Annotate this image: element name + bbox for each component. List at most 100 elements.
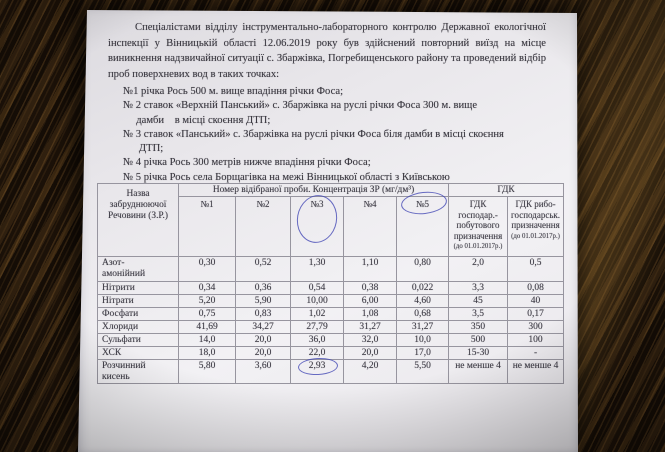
sample-value: 18,0 xyxy=(178,346,236,360)
gdk-value: 100 xyxy=(507,333,565,347)
gdk-fishery-note: (до 01.01.2017р.) xyxy=(511,232,560,240)
gdk-value: 350 xyxy=(448,320,509,334)
sample-value: 0,83 xyxy=(235,307,291,321)
sample-value: 0,36 xyxy=(235,281,291,295)
sample-col-header-2: №2 xyxy=(235,196,291,257)
gdk-value: 15-30 xyxy=(448,346,509,360)
sample-value: 10,0 xyxy=(395,333,450,347)
gdk-value: 0,08 xyxy=(507,281,565,295)
sampling-point-2: № 2 ставок «Верхній Панський» с. Збаржів… xyxy=(123,100,478,126)
sample-value: 2,93 xyxy=(290,356,344,384)
sample-value: 34,27 xyxy=(235,320,291,334)
sample-value: 0,75 xyxy=(178,307,236,321)
sample-value: 17,0 xyxy=(395,346,450,360)
gdk-value: не менше 4 xyxy=(448,359,509,384)
sample-value: 6,00 xyxy=(343,294,397,308)
table-row: Сульфати 14,0 20,0 36,0 32,0 10,0 500 10… xyxy=(97,333,565,347)
sample-col-label: №3 xyxy=(310,199,324,209)
gdk-value: 45 xyxy=(448,294,509,308)
sample-value: 1,30 xyxy=(290,256,344,282)
gdk-value: не менше 4 xyxy=(507,359,565,384)
table-row: Нітрити 0,34 0,36 0,54 0,38 0,022 3,3 0,… xyxy=(97,281,565,295)
substance-name: Сульфати xyxy=(97,333,179,347)
samples-span-header: Номер відібраної проби. Концентрація ЗР … xyxy=(177,183,450,197)
sample-value: 22,0 xyxy=(290,346,344,360)
sample-value: 0,022 xyxy=(395,281,450,295)
gdk-household-note: (до 01.01.2017р.) xyxy=(453,243,503,250)
substance-name: Хлориди xyxy=(97,320,179,334)
sample-value: 5,90 xyxy=(235,294,291,308)
gdk-value: 0,17 xyxy=(507,307,565,321)
gdk-value: 300 xyxy=(507,320,565,334)
gdk-value: 2,0 xyxy=(448,256,509,282)
sample-value: 20,0 xyxy=(235,333,291,347)
sample-value: 5,80 xyxy=(178,359,236,384)
sample-value: 27,79 xyxy=(290,320,344,334)
sample-col-header-1: №1 xyxy=(178,196,236,257)
sample-value: 10,00 xyxy=(290,294,344,308)
circled-sample-value: 2,93 xyxy=(308,361,326,371)
sample-value: 32,0 xyxy=(343,333,397,347)
table-row: Фосфати 0,75 0,83 1,02 1,08 0,68 3,5 0,1… xyxy=(97,307,565,321)
substance-column-header: Назва забруднюючої Речовини (З.Р.) xyxy=(97,183,179,257)
gdk-value: 0,5 xyxy=(507,256,565,282)
sampling-point-4: № 4 річка Рось 300 метрів нижче впадіння… xyxy=(123,157,371,169)
sampling-point-5: № 5 річка Рось села Борщагівка на межі В… xyxy=(123,171,450,183)
gdk-household-title: ГДК господар.-побутового призначення xyxy=(453,199,503,241)
sample-value: 41,69 xyxy=(178,320,236,334)
sampling-point-3: № 3 ставок «Панський» с. Збаржівка на ру… xyxy=(123,128,504,155)
sample-value: 4,60 xyxy=(395,294,450,308)
sample-value: 0,38 xyxy=(343,281,397,295)
sample-value: 5,50 xyxy=(395,359,450,384)
sample-value: 31,27 xyxy=(395,320,450,334)
intro-paragraph: Спеціалістами відділу інструментально-ла… xyxy=(108,22,546,80)
sample-value: 0,54 xyxy=(290,281,344,295)
water-quality-table: Назва забруднюючої Речовини (З.Р.) Номер… xyxy=(97,183,565,384)
sample-value: 0,30 xyxy=(178,256,236,282)
gdk-household-header: ГДК господар.-побутового призначення (до… xyxy=(448,196,509,257)
gdk-value: 40 xyxy=(507,294,565,308)
table-row: ХСК 18,0 20,0 22,0 20,0 17,0 15-30 - xyxy=(97,346,565,360)
sample-value: 0,52 xyxy=(235,256,291,282)
sample-value: 3,60 xyxy=(235,359,291,384)
sample-value: 31,27 xyxy=(343,320,397,334)
substance-name: Нітрати xyxy=(97,294,179,308)
sample-col-label: №4 xyxy=(363,199,377,209)
sample-value: 1,02 xyxy=(290,307,344,321)
gdk-fishery-title: ГДК рибо-господарськ. призначення xyxy=(511,199,561,230)
substance-name: Фосфати xyxy=(97,307,179,321)
table-row: Нітрати 5,20 5,90 10,00 6,00 4,60 45 40 xyxy=(97,294,565,308)
substance-name: Нітрити xyxy=(97,281,179,295)
sampling-point-1: №1 річка Рось 500 м. вище впадіння річки… xyxy=(123,86,344,97)
sample-value: 0,68 xyxy=(395,307,450,321)
substance-name: Розчинний кисень xyxy=(97,359,179,384)
sample-value: 14,0 xyxy=(178,333,236,347)
sample-col-label: №2 xyxy=(256,199,270,209)
sample-value: 20,0 xyxy=(235,346,291,360)
substance-name: ХСК xyxy=(97,346,179,360)
gdk-fishery-header: ГДК рибо-господарськ. призначення (до 01… xyxy=(507,196,565,257)
sample-col-label: №5 xyxy=(415,199,430,209)
sample-col-header-4: №4 xyxy=(343,196,397,257)
sampling-points-list: №1 річка Рось 500 м. вище впадіння річки… xyxy=(123,85,575,185)
sample-value: 5,20 xyxy=(178,294,236,308)
gdk-span-header: ГДК xyxy=(448,183,565,197)
gdk-value: - xyxy=(507,346,565,360)
sample-value: 0,80 xyxy=(395,256,450,282)
sample-value: 4,20 xyxy=(343,359,397,384)
gdk-value: 500 xyxy=(448,333,509,347)
sample-col-header-5: №5 xyxy=(395,189,450,257)
paper-sheet: Спеціалістами відділу інструментально-ла… xyxy=(78,10,578,452)
sample-col-label: №1 xyxy=(200,199,214,209)
sample-value: 20,0 xyxy=(343,346,397,360)
table-row: Розчинний кисень 5,80 3,60 2,93 4,20 5,5… xyxy=(97,356,565,384)
table-row: Азот-амонійний 0,30 0,52 1,30 1,10 0,80 … xyxy=(97,256,565,282)
table-row: Хлориди 41,69 34,27 27,79 31,27 31,27 35… xyxy=(97,320,565,334)
sample-value: 0,34 xyxy=(178,281,236,295)
gdk-value: 3,5 xyxy=(448,307,509,321)
sample-value: 1,08 xyxy=(343,307,397,321)
substance-name: Азот-амонійний xyxy=(97,256,179,282)
gdk-value: 3,3 xyxy=(448,281,509,295)
sample-col-header-3: №3 xyxy=(290,191,344,257)
